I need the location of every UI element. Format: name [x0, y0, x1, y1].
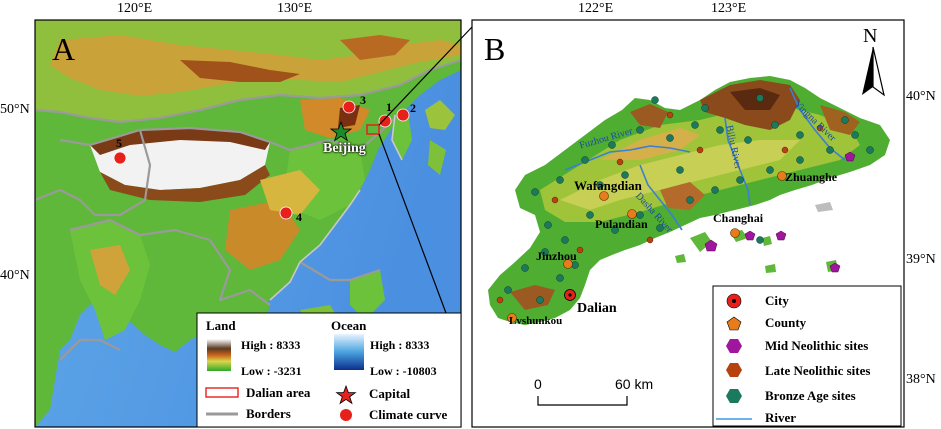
climate-point-2	[396, 108, 410, 122]
panel-a-label: A	[52, 31, 76, 67]
legend-land-high: High : 8333	[241, 338, 301, 352]
place-zhuanghe: Zhuanghe	[785, 170, 838, 184]
bronze-age-legend-icon	[726, 389, 742, 403]
panel-b-tick-lat-39: 39°N	[906, 252, 936, 267]
legend-land-low: Low : -3231	[241, 364, 302, 378]
legend-county: County	[765, 315, 807, 330]
river-lines	[564, 87, 846, 231]
county-markers	[507, 171, 787, 323]
panel-a-tick-lat-50: 50°N	[0, 102, 30, 117]
legend-mid-neolithic: Mid Neolithic sites	[765, 338, 869, 353]
legend-ocean-title: Ocean	[331, 318, 367, 333]
climate-point-3-label: 3	[360, 93, 366, 107]
legend-river: River	[765, 410, 797, 425]
panel-b-tick-lat-38: 38°N	[906, 372, 936, 387]
panel-b-tick-lon-123: 123°E	[711, 1, 747, 16]
capital-legend-icon	[335, 384, 357, 405]
climate-point-1-label: 1	[386, 100, 392, 114]
legend-late-neolithic: Late Neolithic sites	[765, 363, 871, 378]
panel-a-tick-lat-40: 40°N	[0, 268, 30, 283]
climate-point-3	[342, 100, 356, 114]
connector-line-bottom	[378, 133, 447, 314]
north-label: N	[863, 25, 878, 47]
panel-a-map	[35, 20, 461, 427]
legend-dalian-area: Dalian area	[246, 385, 311, 400]
climate-curve-legend-icon	[340, 409, 352, 421]
mid-neolithic-legend-icon	[726, 339, 742, 353]
panel-b-legend	[712, 285, 902, 427]
mid-neolithic-sites	[704, 151, 856, 273]
panel-b-label: B	[484, 31, 506, 67]
dalian-area-box	[366, 124, 380, 135]
place-pulandian: Pulandian	[595, 217, 648, 231]
land-colorbar	[207, 339, 231, 371]
place-changhai: Changhai	[713, 211, 764, 225]
scale-bar	[537, 396, 628, 406]
bronze-age-sites	[504, 94, 874, 304]
place-lvshunkou: Lvshunkou	[509, 315, 563, 327]
legend-borders: Borders	[246, 406, 291, 421]
city-marker-dalian-dot	[568, 293, 572, 297]
legend-bronze-age: Bronze Age sites	[765, 388, 856, 403]
climate-point-4	[279, 206, 293, 220]
legend-land-title: Land	[206, 318, 236, 333]
capital-label: Beijing	[323, 141, 366, 156]
scale-end: 60 km	[615, 376, 654, 392]
place-wafangdian: Wafangdian	[574, 178, 642, 193]
city-legend-icon-dot	[732, 299, 736, 303]
legend-ocean-low: Low : -10803	[370, 364, 437, 378]
climate-point-2-label: 2	[410, 101, 416, 115]
place-jinzhou: Jinzhou	[536, 249, 577, 263]
ocean-colorbar	[334, 334, 364, 370]
climate-point-5	[113, 151, 127, 165]
scale-start: 0	[534, 376, 542, 392]
legend-city: City	[765, 293, 789, 308]
dalian-area-legend-symbol	[205, 387, 239, 398]
county-legend-icon	[726, 316, 742, 331]
panel-b-tick-lat-40: 40°N	[906, 89, 936, 104]
legend-capital: Capital	[369, 386, 411, 401]
north-arrow-icon	[862, 46, 885, 97]
capital-star-icon	[329, 120, 353, 142]
climate-point-1	[378, 114, 392, 128]
legend-climate-curve: Climate curve	[369, 407, 448, 422]
climate-point-5-label: 5	[116, 136, 122, 150]
panel-a-legend	[196, 312, 462, 428]
legend-ocean-high: High : 8333	[370, 338, 430, 352]
panel-a-tick-lon-130: 130°E	[277, 1, 313, 16]
panel-a-tick-lon-120: 120°E	[117, 1, 153, 16]
panel-b-frame	[471, 19, 905, 428]
place-dalian: Dalian	[577, 301, 617, 316]
late-neolithic-legend-icon	[726, 363, 742, 377]
connector-line-top	[378, 26, 473, 126]
late-neolithic-sites	[496, 111, 824, 304]
panel-b-tick-lon-122: 122°E	[578, 1, 614, 16]
climate-point-4-label: 4	[296, 210, 302, 224]
